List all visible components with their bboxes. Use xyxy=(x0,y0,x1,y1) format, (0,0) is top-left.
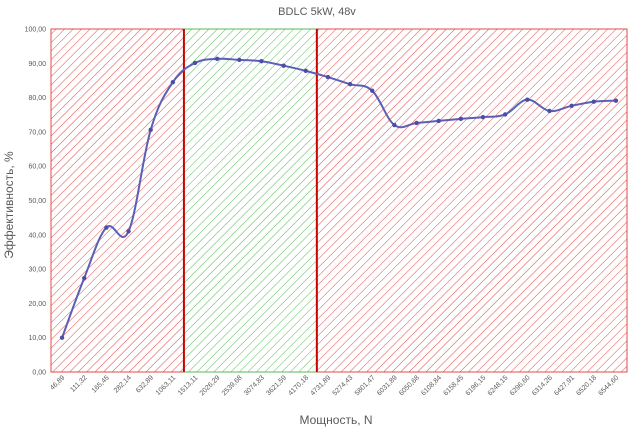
x-tick-label: 6427,91 xyxy=(553,374,576,397)
data-point xyxy=(59,335,65,340)
data-point xyxy=(303,68,308,74)
data-point xyxy=(436,118,441,124)
data-point xyxy=(458,116,464,122)
x-tick-label: 632,89 xyxy=(135,374,155,394)
x-tick-label: 3074,83 xyxy=(243,374,266,397)
y-tick-label: 70,00 xyxy=(28,129,46,136)
x-tick-label: 6108,84 xyxy=(420,374,443,397)
x-tick-label: 4731,89 xyxy=(309,374,332,397)
y-tick-label: 90,00 xyxy=(28,61,46,68)
y-tick-label: 40,00 xyxy=(28,232,46,239)
data-point xyxy=(259,59,264,64)
zone-green-1 xyxy=(183,28,318,373)
y-tick-label: 80,00 xyxy=(28,95,46,102)
x-tick-label: 6296,60 xyxy=(509,374,532,397)
y-tick-label: 20,00 xyxy=(28,301,46,308)
data-point xyxy=(569,103,574,109)
y-tick-label: 100,00 xyxy=(25,27,47,34)
y-tick-label: 10,00 xyxy=(28,335,46,342)
data-point xyxy=(414,120,419,126)
x-tick-label: 6031,89 xyxy=(376,374,399,397)
y-axis-title: Эффективность, % xyxy=(2,151,16,259)
zone-red-2 xyxy=(316,28,628,373)
x-tick-label: 1063,11 xyxy=(155,374,178,397)
data-point xyxy=(325,74,331,80)
x-tick-label: 6196,15 xyxy=(465,374,488,397)
data-point xyxy=(525,97,530,102)
x-axis-title: Мощность, N xyxy=(299,413,372,427)
y-tick-label: 60,00 xyxy=(28,164,46,171)
y-tick-label: 30,00 xyxy=(28,267,46,274)
x-tick-label: 1513,11 xyxy=(177,374,200,397)
x-tick-label: 165,45 xyxy=(91,374,111,394)
x-tick-label: 2026,29 xyxy=(199,374,222,397)
data-point xyxy=(126,229,131,234)
zone-red-0 xyxy=(50,28,185,373)
data-point xyxy=(237,57,242,63)
data-point xyxy=(370,88,375,93)
x-tick-label: 46,89 xyxy=(49,374,66,391)
data-point xyxy=(148,127,153,133)
x-tick-label: 6520,18 xyxy=(575,374,598,397)
data-point xyxy=(591,99,596,104)
data-point xyxy=(82,275,87,281)
x-tick-label: 6544,60 xyxy=(597,374,620,397)
x-tick-label: 5801,47 xyxy=(354,374,377,397)
y-tick-label: 0,00 xyxy=(32,370,46,377)
x-tick-label: 5274,43 xyxy=(332,374,355,397)
data-point xyxy=(214,56,220,62)
chart-title: BDLC 5kW, 48v xyxy=(278,6,356,18)
data-point xyxy=(104,225,109,230)
x-tick-label: 4170,18 xyxy=(287,374,310,397)
x-tick-label: 111,32 xyxy=(69,374,88,393)
y-tick-label: 50,00 xyxy=(28,198,46,205)
data-point xyxy=(192,60,198,66)
data-point xyxy=(347,82,353,87)
x-tick-label: 6248,15 xyxy=(487,374,510,397)
data-point xyxy=(502,112,508,117)
x-tick-label: 6158,45 xyxy=(442,374,465,397)
data-point xyxy=(281,63,286,68)
x-tick-label: 282,14 xyxy=(113,374,133,394)
x-tick-label: 6050,68 xyxy=(398,374,421,397)
x-tick-label: 6314,26 xyxy=(531,374,554,397)
data-point xyxy=(547,108,552,114)
data-point xyxy=(170,79,176,85)
x-tick-label: 3621,59 xyxy=(265,374,288,397)
data-point xyxy=(613,98,619,103)
data-point xyxy=(392,122,397,128)
data-point xyxy=(480,114,486,120)
x-tick-label: 2539,68 xyxy=(221,374,244,397)
